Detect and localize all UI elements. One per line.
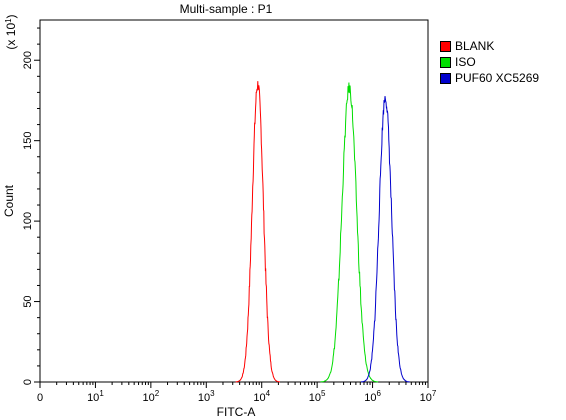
- y-axis: 0 50 100 150 200: [22, 27, 40, 385]
- legend-swatch-puf60: [440, 72, 451, 84]
- x-tick-exp: 4: [266, 389, 271, 398]
- y-tick-label: 0: [22, 379, 34, 385]
- x-tick-base: 10: [420, 392, 432, 404]
- legend-swatch-iso: [440, 56, 451, 68]
- x-tick-label: 102: [143, 389, 160, 404]
- y-tick-label: 200: [22, 51, 34, 69]
- x-tick-label: 106: [364, 389, 381, 404]
- y-multiplier: (x 101): [4, 14, 18, 49]
- legend-item-puf60: PUF60 XC5269: [440, 70, 539, 86]
- legend-label-iso: ISO: [455, 55, 476, 69]
- x-tick-base: 10: [143, 392, 155, 404]
- y-multiplier-exponent: 1: [4, 18, 13, 23]
- x-tick-base: 10: [364, 392, 376, 404]
- x-tick-label: 0: [37, 392, 43, 404]
- x-tick-exp: 1: [99, 389, 104, 398]
- y-axis-label: Count: [2, 184, 16, 217]
- y-multiplier-prefix: (x 10: [4, 23, 18, 50]
- x-tick-label: 104: [253, 389, 270, 404]
- legend-label-puf60: PUF60 XC5269: [455, 71, 540, 85]
- chart-title: Multi-sample : P1: [180, 2, 273, 16]
- x-tick-exp: 6: [376, 389, 381, 398]
- legend: BLANK ISO PUF60 XC5269: [440, 38, 539, 86]
- legend-item-blank: BLANK: [440, 38, 539, 54]
- legend-item-iso: ISO: [440, 54, 539, 70]
- legend-label-blank: BLANK: [455, 39, 495, 53]
- x-axis: 0 101 102 103 104 105 106 107: [37, 382, 437, 404]
- legend-swatch-blank: [440, 40, 451, 52]
- x-tick-exp: 7: [432, 389, 437, 398]
- x-tick-base: 10: [309, 392, 321, 404]
- x-tick-label: 105: [309, 389, 326, 404]
- x-tick-exp: 2: [155, 389, 160, 398]
- plot-frame: [39, 19, 429, 383]
- y-tick-label: 50: [22, 295, 34, 307]
- x-tick-label: 107: [420, 389, 437, 404]
- x-tick-label: 103: [198, 389, 215, 404]
- series-line-iso: [320, 82, 379, 383]
- x-tick-base: 10: [253, 392, 265, 404]
- y-tick-label: 100: [22, 212, 34, 230]
- series-line-puf60-xc5269: [361, 96, 410, 383]
- series-layer: [235, 81, 410, 383]
- x-tick-base: 10: [198, 392, 210, 404]
- y-tick-label: 150: [22, 131, 34, 149]
- x-tick-base: 10: [87, 392, 99, 404]
- x-tick-label: 101: [87, 389, 104, 404]
- x-tick-exp: 3: [210, 389, 215, 398]
- y-multiplier-suffix: ): [4, 14, 18, 18]
- x-tick-base: 0: [37, 392, 43, 404]
- x-tick-exp: 5: [321, 389, 326, 398]
- x-axis-label: FITC-A: [217, 405, 256, 419]
- series-line-blank: [235, 81, 280, 383]
